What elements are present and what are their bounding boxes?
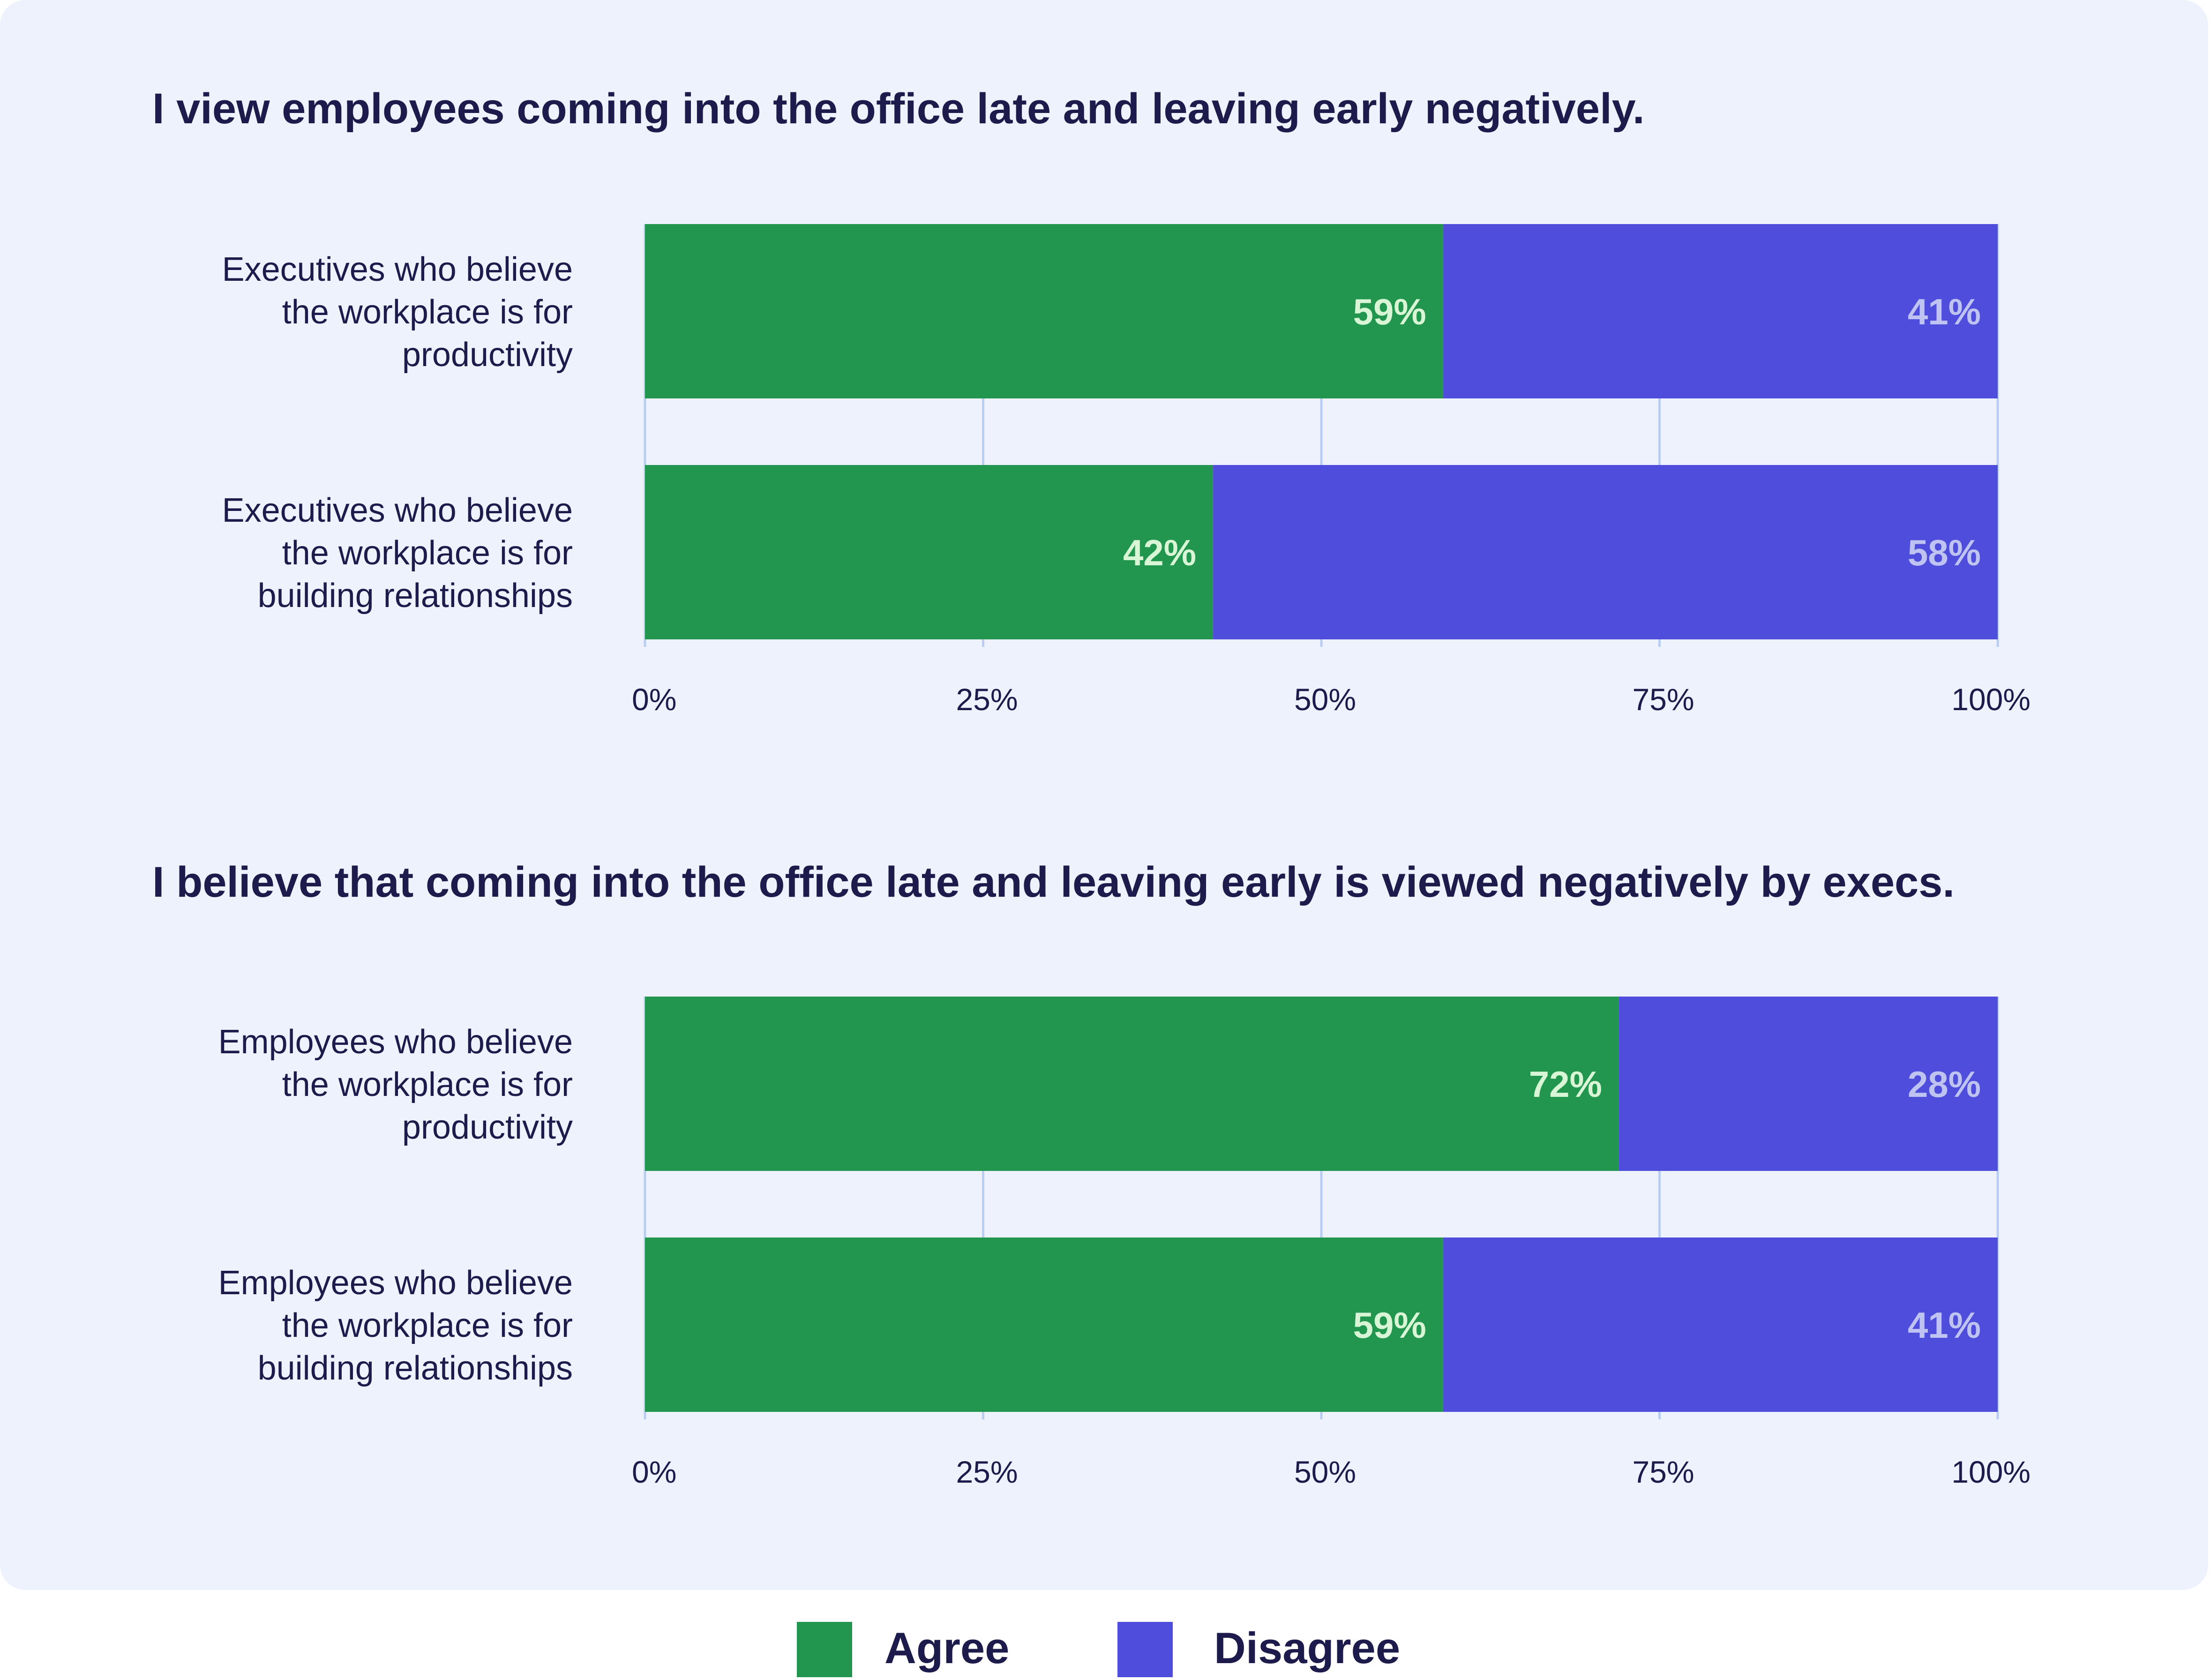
tick-label-25: 25%	[956, 682, 1018, 717]
tick-label-75: 75%	[1632, 682, 1694, 717]
data-label-agree-row-1: 59%	[1353, 291, 1426, 332]
data-label-agree-row-2: 59%	[1353, 1305, 1426, 1346]
category-label-row-2-line-3: building relationships	[258, 577, 573, 615]
data-label-agree-row-2: 42%	[1123, 532, 1196, 573]
chart-title-bottom: I believe that coming into the office la…	[152, 858, 1955, 906]
category-label-row-1-line-2: the workplace is for	[282, 293, 573, 331]
category-label-row-1-line-1: Employees who believe	[218, 1023, 573, 1061]
category-label-row-2-line-1: Employees who believe	[218, 1264, 573, 1302]
tick-label-75: 75%	[1632, 1455, 1694, 1489]
category-label-row-1-line-3: productivity	[402, 336, 573, 374]
data-label-disagree-row-1: 41%	[1908, 291, 1981, 332]
data-label-disagree-row-1: 28%	[1908, 1064, 1981, 1105]
tick-label-25: 25%	[956, 1455, 1018, 1489]
tick-label-50: 50%	[1294, 682, 1356, 717]
bar-disagree-row-1	[1443, 224, 1998, 398]
data-label-disagree-row-2: 58%	[1908, 532, 1981, 573]
tick-label-50: 50%	[1294, 1455, 1356, 1489]
tick-label-0: 0%	[632, 682, 676, 717]
tick-label-100: 100%	[1951, 1455, 2031, 1489]
bar-disagree-row-2	[1443, 1238, 1998, 1412]
tick-label-0: 0%	[632, 1455, 676, 1489]
bar-agree-row-1	[645, 224, 1443, 398]
category-label-row-2-line-3: building relationships	[258, 1350, 573, 1387]
bar-agree-row-2	[645, 465, 1214, 639]
category-label-row-1-line-1: Executives who believe	[222, 251, 573, 288]
category-label-row-1-line-3: productivity	[402, 1109, 573, 1146]
legend-label-disagree: Disagree	[1214, 1623, 1401, 1672]
bar-disagree-row-1	[1619, 997, 1998, 1171]
bar-disagree-row-2	[1213, 465, 1998, 639]
bottom-stacked-bar-chart: 72% 28% Employees who believe the workplace…	[218, 997, 2031, 1489]
tick-label-100: 100%	[1951, 682, 2031, 717]
legend-label-agree: Agree	[884, 1623, 1010, 1672]
bar-agree-row-1	[645, 997, 1619, 1171]
chart-title-top: I view employees coming into the office …	[152, 85, 1645, 133]
category-label-row-2-line-1: Executives who believe	[222, 492, 573, 529]
legend-swatch-disagree	[1117, 1622, 1173, 1677]
top-stacked-bar-chart: 59% 41% Executives who believe the workplac…	[222, 224, 2031, 717]
bar-agree-row-2	[645, 1238, 1443, 1412]
category-label-row-1-line-2: the workplace is for	[282, 1066, 573, 1103]
chart-panel: I view employees coming into the office …	[0, 0, 2208, 1590]
category-label-row-2-line-2: the workplace is for	[282, 534, 573, 572]
legend-swatch-agree	[797, 1622, 852, 1677]
category-label-row-2-line-2: the workplace is for	[282, 1307, 573, 1344]
data-label-agree-row-1: 72%	[1529, 1064, 1602, 1105]
data-label-disagree-row-2: 41%	[1908, 1305, 1981, 1346]
